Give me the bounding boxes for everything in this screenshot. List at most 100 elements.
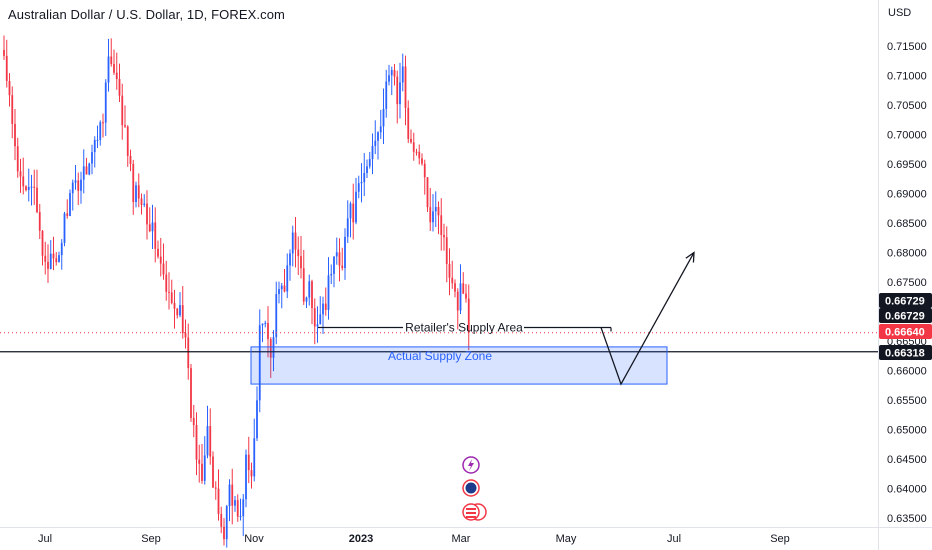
candle-body xyxy=(165,274,168,292)
price-tag-label: 0.66640 xyxy=(885,327,925,339)
australia-flag-fill-icon xyxy=(465,482,477,494)
y-tick-label: 0.68000 xyxy=(887,248,927,260)
candle-body xyxy=(429,207,432,223)
us-flag-stripe-icon xyxy=(466,508,476,510)
x-tick-label: Nov xyxy=(244,533,264,545)
candle-body xyxy=(445,237,448,265)
candle-body xyxy=(311,281,313,309)
y-axis[interactable]: USD 0.71500 0.71000 0.70500 0.70000 0.69500 0.… xyxy=(887,7,927,525)
candle-body xyxy=(467,298,470,333)
candle-body xyxy=(104,82,107,123)
candle-body xyxy=(294,232,297,250)
candle-body xyxy=(349,203,352,219)
candle-body xyxy=(410,138,412,143)
candle-body xyxy=(209,426,212,457)
candle-body xyxy=(96,139,99,141)
candle-body xyxy=(366,166,368,173)
candle-body xyxy=(137,185,140,199)
candle-body xyxy=(157,248,159,257)
x-axis[interactable]: Jul Sep Nov 2023 Mar May Jul Sep xyxy=(38,533,790,545)
candle-body xyxy=(269,339,272,358)
candle-body xyxy=(148,224,151,232)
candle-body xyxy=(245,454,247,500)
candle-body xyxy=(316,324,319,327)
candle-body xyxy=(421,158,423,164)
candle-body xyxy=(412,142,415,152)
y-tick-label: 0.69500 xyxy=(887,159,927,171)
candle-body xyxy=(443,235,445,238)
candle-body xyxy=(8,80,11,96)
candle-body xyxy=(80,179,82,191)
candle-body xyxy=(143,203,146,205)
currency-label: USD xyxy=(888,7,911,19)
y-tick-label: 0.66000 xyxy=(887,366,927,378)
us-flag-stripe-icon xyxy=(466,512,476,514)
candle-body xyxy=(319,314,322,325)
candle-body xyxy=(3,49,5,56)
candle-body xyxy=(253,438,256,477)
candle-body xyxy=(352,203,355,223)
candle-body xyxy=(302,268,305,302)
candle-body xyxy=(44,255,47,262)
candle-body xyxy=(184,333,187,338)
retailer-supply-area-label: Retailer's Supply Area xyxy=(405,320,523,334)
candle-body xyxy=(236,500,239,517)
candle-body xyxy=(162,263,165,275)
candle-body xyxy=(49,253,52,269)
candle-body xyxy=(60,242,63,256)
candle-body xyxy=(115,72,118,79)
candle-body xyxy=(338,252,341,266)
candle-body xyxy=(448,264,451,278)
candle-body xyxy=(231,484,234,506)
candle-body xyxy=(113,64,115,73)
candle-body xyxy=(192,417,195,426)
x-tick-label: 2023 xyxy=(349,533,373,545)
candle-body xyxy=(399,82,401,105)
candle-body xyxy=(327,275,330,310)
candle-body xyxy=(41,230,44,256)
candle-body xyxy=(355,191,357,223)
candle-body xyxy=(198,459,201,464)
event-icons[interactable] xyxy=(462,456,487,521)
candle-body xyxy=(126,126,129,156)
actual-supply-zone-box[interactable] xyxy=(250,346,668,385)
candle-body xyxy=(38,212,41,231)
candle-body xyxy=(179,305,181,316)
candle-body xyxy=(280,285,283,290)
candle-body xyxy=(25,186,27,190)
candle-body xyxy=(85,166,88,175)
candle-body xyxy=(71,182,74,194)
candle-body xyxy=(278,289,280,295)
price-tag-label: 0.66729 xyxy=(885,296,925,308)
candle-body xyxy=(434,206,437,212)
projection-path[interactable] xyxy=(600,252,695,386)
candle-body xyxy=(418,151,421,159)
y-tick-label: 0.69000 xyxy=(887,189,927,201)
candle-body xyxy=(33,186,36,188)
candle-body xyxy=(363,172,366,183)
candle-body xyxy=(16,146,19,172)
candle-body xyxy=(176,308,179,316)
candle-body xyxy=(212,456,214,488)
candle-body xyxy=(451,277,454,284)
candle-body xyxy=(102,122,104,124)
candle-body xyxy=(264,323,267,325)
candle-body xyxy=(250,470,253,477)
candle-body xyxy=(297,249,300,257)
candle-body xyxy=(107,56,110,83)
candle-body xyxy=(456,291,459,311)
candle-body xyxy=(132,163,135,203)
candle-body xyxy=(173,303,176,309)
candle-body xyxy=(415,151,418,153)
candle-body xyxy=(124,125,126,127)
candle-body xyxy=(313,308,316,327)
candle-body xyxy=(382,108,385,127)
candle-body xyxy=(465,293,467,299)
candle-body xyxy=(379,126,382,133)
y-tick-label: 0.63500 xyxy=(887,513,927,525)
candle-body xyxy=(437,206,440,216)
us-flag-stripe-icon xyxy=(466,516,476,518)
candle-body xyxy=(333,256,335,274)
candle-body xyxy=(368,159,371,167)
